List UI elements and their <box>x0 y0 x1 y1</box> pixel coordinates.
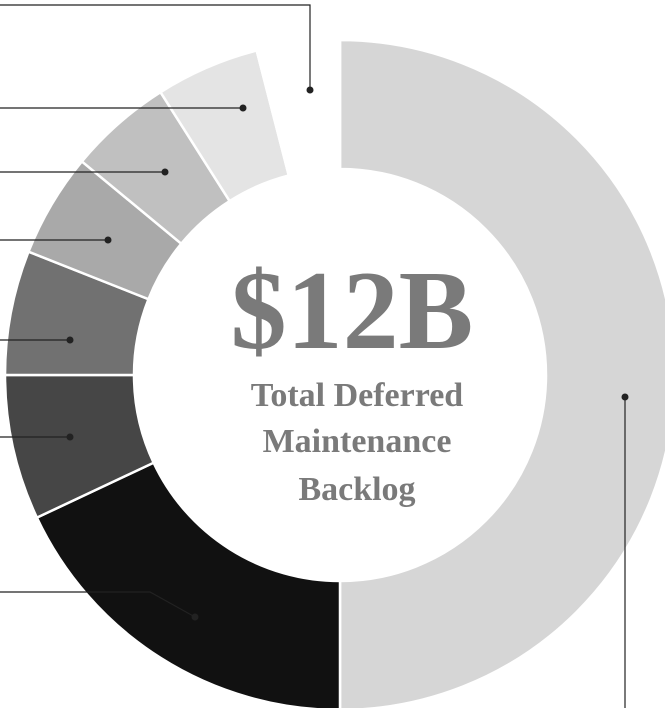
leader-dot <box>66 336 74 344</box>
leader-dot <box>239 104 247 112</box>
subtitle-line: Maintenance <box>263 423 452 460</box>
leader-line <box>0 591 196 618</box>
leader-dot <box>306 86 314 94</box>
leader-dot <box>191 613 199 621</box>
donut <box>3 38 665 708</box>
subtitle-line: Total Deferred <box>251 377 464 414</box>
headline: $12B <box>231 249 474 373</box>
donut-segment <box>338 38 665 708</box>
leader-dot <box>104 236 112 244</box>
leader-dot <box>621 393 629 401</box>
leader-dot <box>66 433 74 441</box>
donut-segment <box>35 461 342 708</box>
subtitle-line: Backlog <box>298 471 415 508</box>
leaders <box>0 4 629 708</box>
leader-line <box>0 4 311 90</box>
leader-dot <box>161 168 169 176</box>
donut-segment <box>255 38 342 177</box>
